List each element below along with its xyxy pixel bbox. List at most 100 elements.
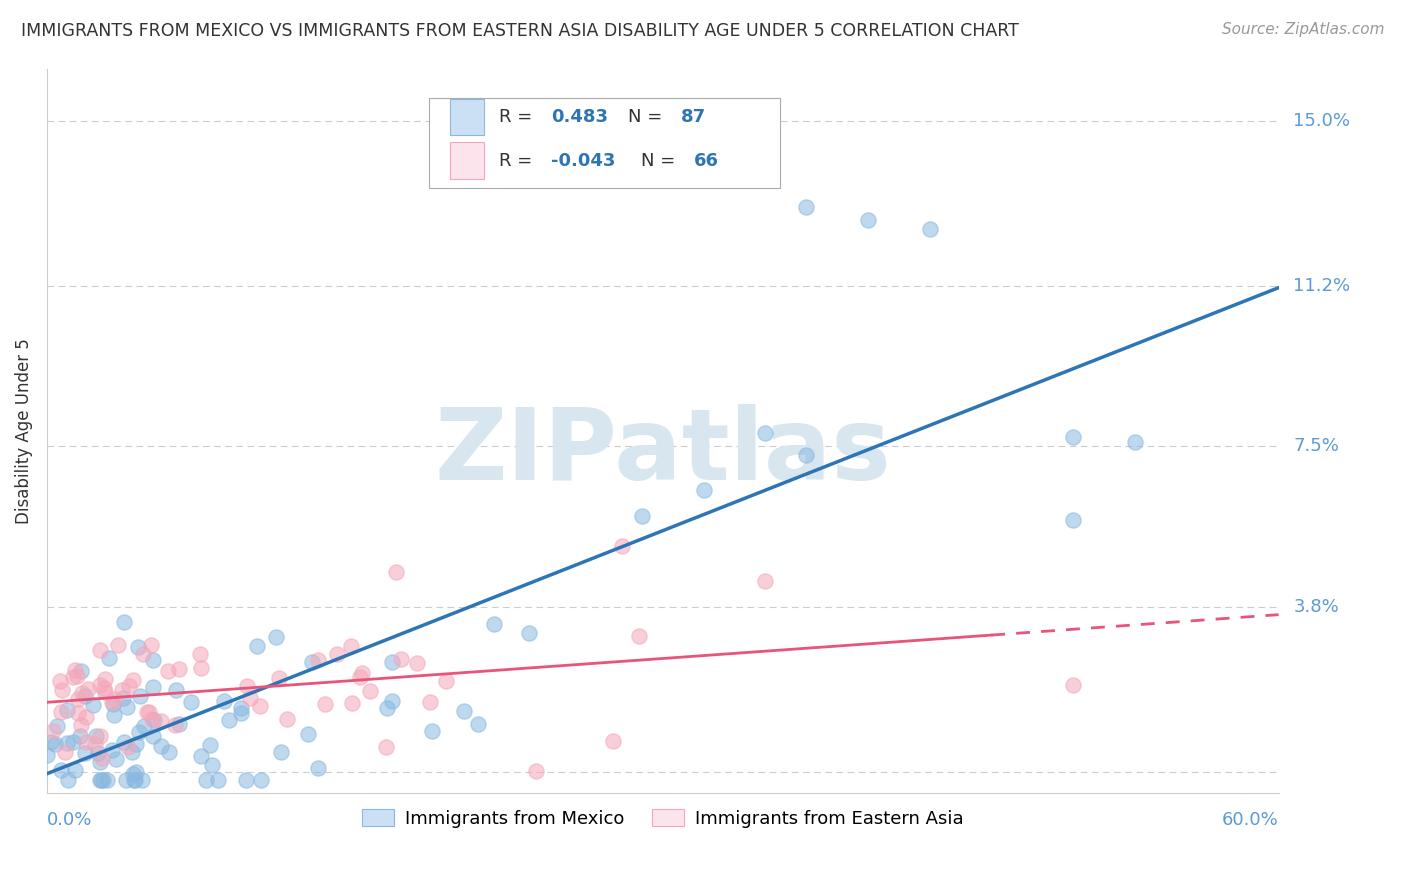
Point [250, 773, 273, 788]
Text: -0.043: -0.043 [551, 152, 614, 169]
Point [89, 678, 111, 692]
Point [340, 640, 363, 654]
Point [142, 714, 165, 728]
Point [314, 697, 336, 711]
Point [111, 682, 134, 697]
Point [44, 737, 66, 751]
Point [76, 681, 98, 696]
Text: 15.0%: 15.0% [1294, 112, 1350, 129]
Point [190, 661, 212, 675]
Point [264, 630, 287, 644]
Point [114, 773, 136, 788]
Point [69, 729, 91, 743]
Point [89, 729, 111, 743]
Point [627, 629, 650, 643]
Point [235, 679, 257, 693]
Point [200, 739, 222, 753]
Point [93, 672, 115, 686]
Text: R =: R = [499, 152, 538, 169]
Point [1123, 434, 1146, 449]
Point [51, 683, 73, 698]
Point [139, 638, 162, 652]
Text: ZIPatlas: ZIPatlas [434, 404, 891, 501]
Point [49, 705, 72, 719]
Point [165, 683, 187, 698]
Point [385, 565, 408, 579]
Point [42, 723, 65, 738]
Point [132, 719, 155, 733]
Point [39, 735, 62, 749]
Point [115, 700, 138, 714]
Point [112, 690, 135, 705]
Point [1062, 513, 1084, 527]
Point [467, 717, 489, 731]
Point [67, 692, 90, 706]
Point [157, 746, 180, 760]
Point [56, 703, 79, 717]
Point [35, 748, 58, 763]
Point [132, 648, 155, 662]
Point [136, 705, 159, 719]
Point [56, 773, 79, 788]
Point [75, 735, 97, 749]
Point [419, 695, 441, 709]
Point [524, 764, 547, 778]
Point [124, 737, 146, 751]
Point [62, 735, 84, 749]
Point [307, 652, 329, 666]
Point [238, 690, 260, 705]
Text: 11.2%: 11.2% [1294, 277, 1351, 294]
Text: N =: N = [628, 108, 668, 126]
Point [70, 686, 93, 700]
Point [96, 773, 118, 788]
Point [142, 729, 165, 743]
Point [167, 716, 190, 731]
Point [127, 640, 149, 655]
Point [107, 638, 129, 652]
Point [49, 674, 72, 689]
Text: 7.5%: 7.5% [1294, 437, 1340, 455]
Point [53, 745, 76, 759]
Point [231, 701, 253, 715]
Text: 3.8%: 3.8% [1294, 598, 1339, 615]
Point [122, 773, 145, 788]
Point [75, 689, 97, 703]
Point [141, 712, 163, 726]
Point [325, 647, 347, 661]
Text: 66: 66 [693, 152, 718, 169]
Point [453, 704, 475, 718]
Point [1062, 430, 1084, 444]
Text: 0.483: 0.483 [551, 108, 607, 126]
Point [754, 426, 776, 441]
Point [391, 651, 413, 665]
Text: 0.0%: 0.0% [46, 812, 93, 830]
Point [420, 724, 443, 739]
Point [796, 201, 818, 215]
Point [156, 664, 179, 678]
Point [62, 670, 84, 684]
Point [307, 760, 329, 774]
Point [112, 735, 135, 749]
Point [104, 692, 127, 706]
Point [70, 664, 93, 678]
Point [380, 694, 402, 708]
Point [693, 483, 716, 497]
Point [75, 710, 97, 724]
Point [66, 669, 89, 683]
Point [375, 701, 398, 715]
Text: N =: N = [641, 152, 681, 169]
Point [207, 773, 229, 788]
Point [610, 539, 633, 553]
Point [269, 671, 291, 685]
Point [190, 748, 212, 763]
Point [112, 615, 135, 629]
Point [142, 680, 165, 694]
Point [229, 706, 252, 721]
Point [602, 734, 624, 748]
Point [631, 508, 654, 523]
Point [194, 773, 217, 788]
FancyBboxPatch shape [429, 97, 780, 188]
Point [101, 743, 124, 757]
Point [856, 213, 879, 227]
Point [70, 718, 93, 732]
